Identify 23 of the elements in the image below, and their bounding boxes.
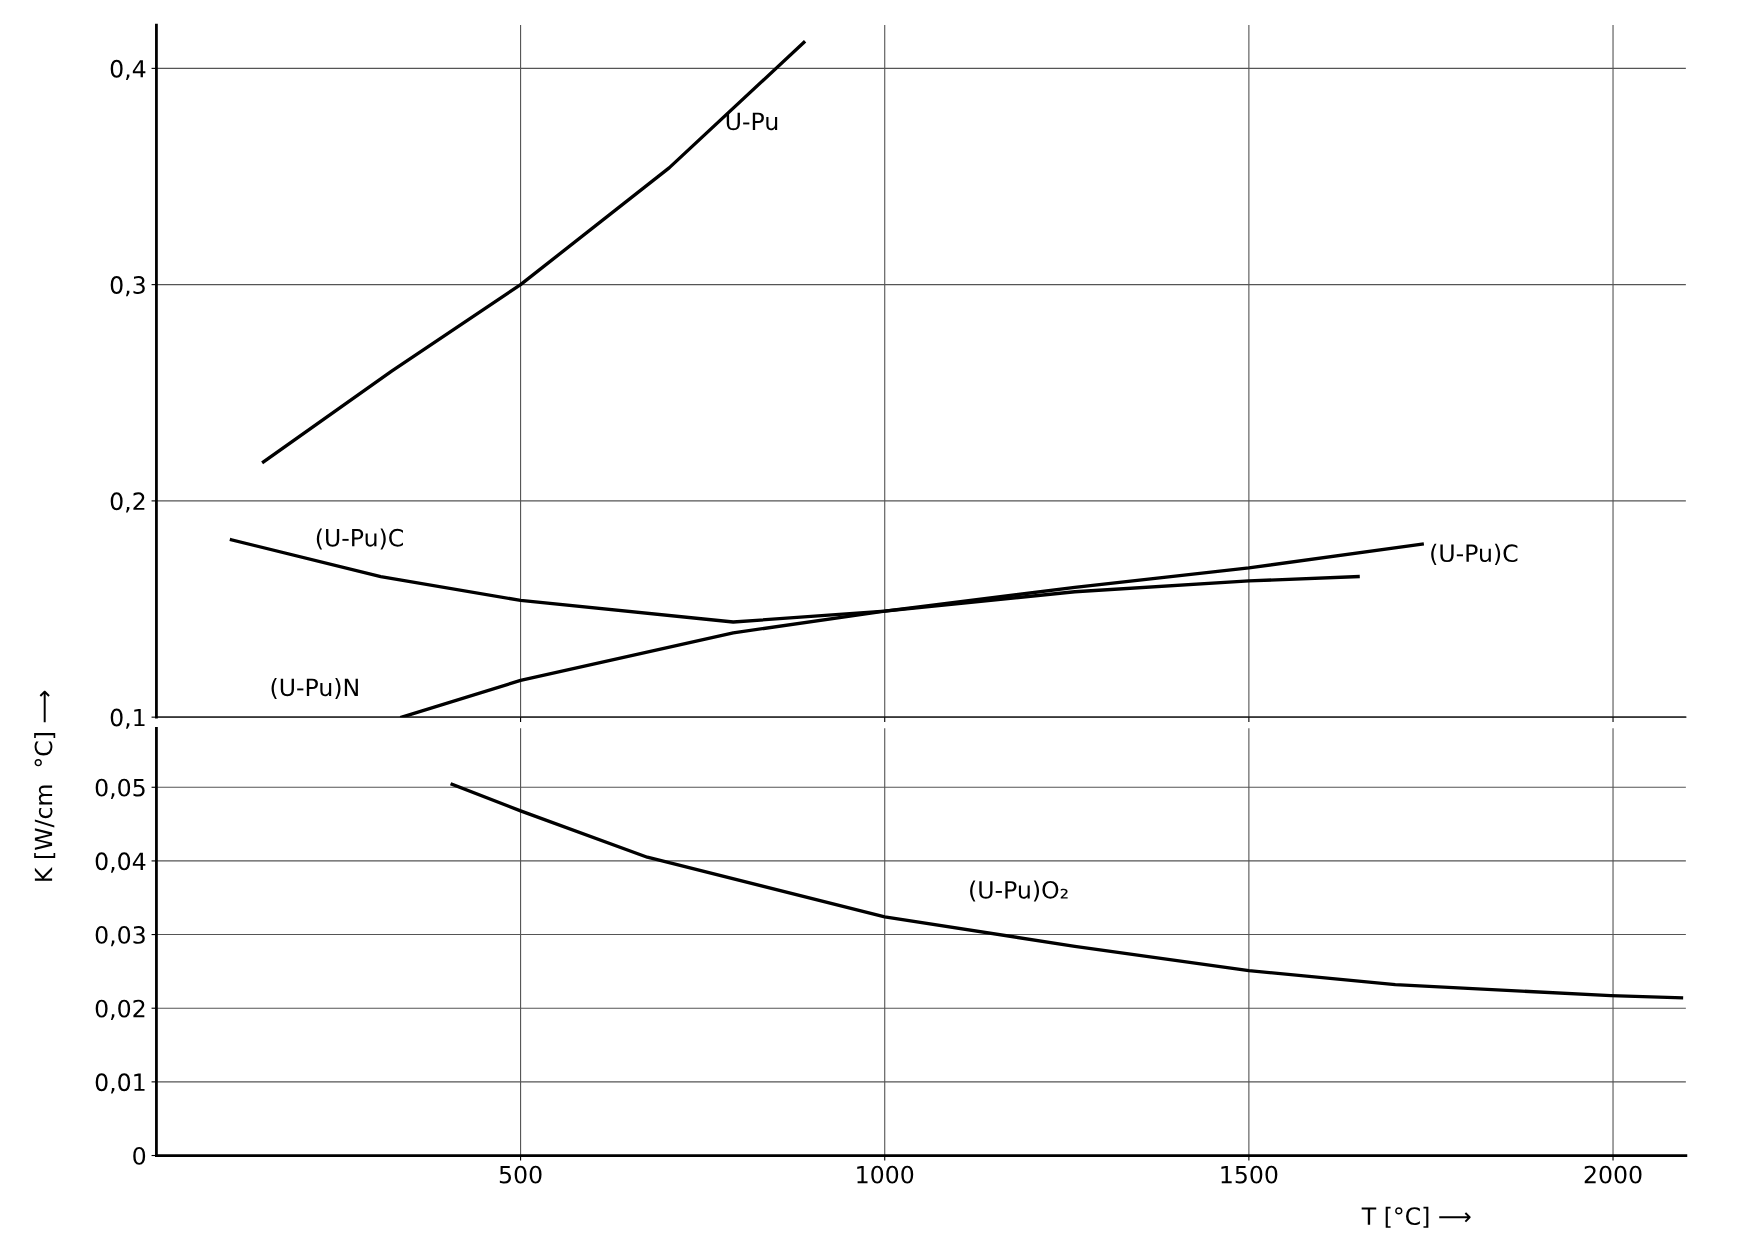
- y-tick-label: 0,01: [95, 1073, 145, 1094]
- line-series: [261, 40, 806, 464]
- series-label: (U-Pu)O₂: [970, 880, 1068, 902]
- y-tick-label: 0,03: [95, 926, 145, 947]
- y-tick-label: 0,1: [110, 708, 145, 729]
- series-label: (U-Pu)C: [1431, 543, 1518, 565]
- text: (U-Pu)C: [316, 528, 403, 550]
- line-series: [450, 782, 1684, 1000]
- y-tick-label: 0,04: [95, 852, 146, 873]
- y-tick-label: 0,4: [110, 59, 146, 81]
- y-tick-label: 0,3: [110, 276, 145, 297]
- text: (U-Pu)N: [271, 677, 358, 699]
- y-axis-title: K [W/cm °C] ⟶: [34, 690, 56, 881]
- x-tick-label: 2000: [1584, 1165, 1642, 1184]
- y-tick-label: 0: [133, 1146, 146, 1165]
- x-axis-title: T [°C] ⟶: [1361, 1206, 1471, 1228]
- x-tick-label: 1000: [857, 1165, 914, 1184]
- y-tick-label: 0,02: [95, 999, 145, 1020]
- x-tick-label: 1500: [1221, 1165, 1278, 1184]
- y-tick-label: 0,05: [95, 778, 145, 799]
- x-tick-label: 500: [499, 1165, 542, 1184]
- series-label: U-Pu: [726, 112, 778, 131]
- y-tick-label: 0,2: [110, 492, 145, 513]
